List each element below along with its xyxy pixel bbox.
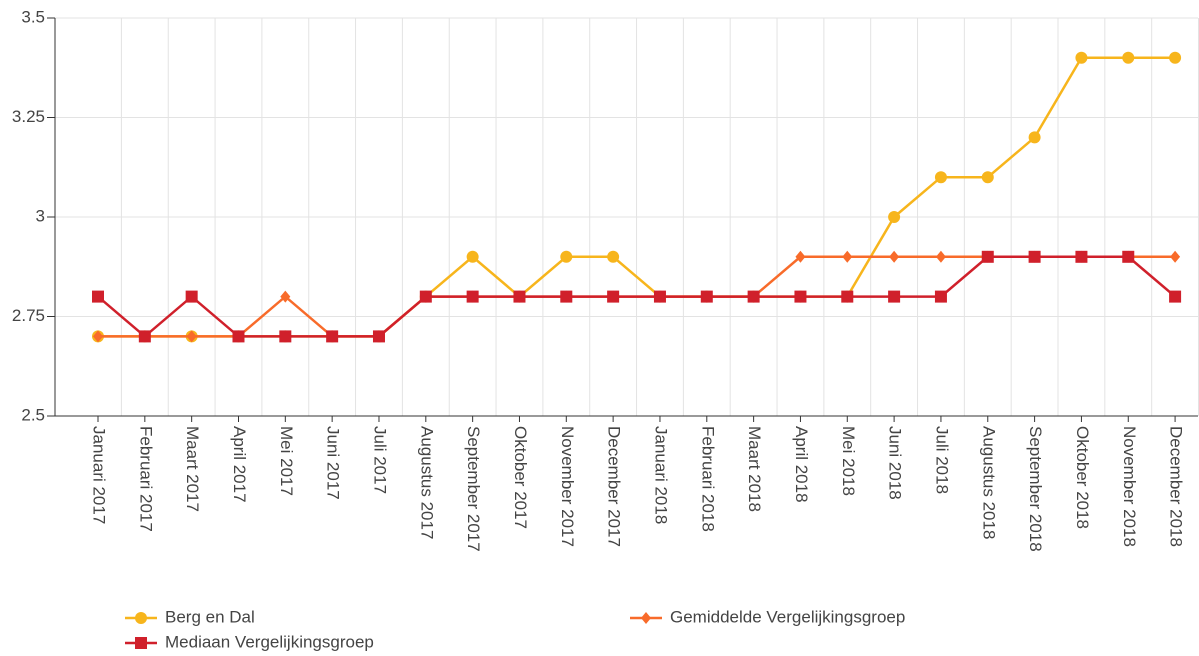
- x-tick-label: Oktober 2018: [1073, 426, 1092, 529]
- point: [1075, 250, 1088, 263]
- x-tick-label: December 2017: [605, 426, 624, 547]
- y-tick-label: 2.75: [12, 306, 45, 325]
- point: [466, 290, 479, 303]
- x-tick-label: April 2018: [792, 426, 811, 503]
- x-tick-label: Juli 2018: [932, 426, 951, 494]
- point: [560, 290, 573, 303]
- point: [888, 211, 901, 223]
- point: [326, 330, 339, 343]
- x-tick-label: Juli 2017: [370, 426, 389, 494]
- point: [747, 290, 760, 303]
- point: [186, 330, 197, 343]
- point: [1028, 131, 1041, 144]
- x-tick-label: Februari 2018: [698, 426, 717, 532]
- point: [1169, 290, 1182, 303]
- point: [981, 250, 994, 263]
- point: [653, 290, 666, 303]
- point: [889, 250, 900, 263]
- point: [841, 290, 854, 303]
- point: [135, 637, 147, 649]
- point: [641, 612, 651, 624]
- x-tick-label: Maart 2018: [745, 426, 764, 512]
- x-tick-label: Februari 2017: [136, 426, 155, 532]
- series-line: [97, 255, 1176, 339]
- point: [981, 171, 994, 184]
- point: [1075, 51, 1088, 64]
- point: [795, 250, 806, 263]
- point: [934, 290, 947, 303]
- x-tick-label: Januari 2018: [651, 426, 670, 524]
- point: [466, 250, 479, 263]
- x-tick-label: Mei 2018: [839, 426, 858, 496]
- point: [92, 290, 104, 303]
- point: [560, 250, 573, 263]
- x-tick-label: November 2018: [1120, 426, 1139, 547]
- y-tick-label: 3: [36, 206, 45, 225]
- point: [279, 330, 292, 343]
- x-tick-label: April 2017: [230, 426, 249, 503]
- point: [232, 330, 245, 343]
- x-tick-label: Juni 2017: [324, 426, 343, 500]
- point: [842, 250, 853, 263]
- x-tick-label: November 2017: [558, 426, 577, 547]
- point: [934, 171, 947, 184]
- y-tick-label: 3.5: [21, 7, 45, 26]
- point: [513, 290, 526, 303]
- legend-label: Mediaan Vergelijkingsgroep: [165, 632, 374, 651]
- point: [372, 330, 385, 343]
- point: [1028, 250, 1041, 263]
- x-tick-label: Mei 2017: [277, 426, 296, 496]
- point: [1122, 250, 1135, 263]
- point: [700, 290, 713, 303]
- x-tick-label: Augustus 2017: [417, 426, 436, 539]
- x-tick-label: December 2018: [1167, 426, 1186, 547]
- point: [419, 290, 432, 303]
- point: [1122, 51, 1135, 64]
- x-tick-label: September 2017: [464, 426, 483, 552]
- point: [607, 290, 620, 303]
- series: [92, 250, 1182, 343]
- point: [1169, 51, 1182, 64]
- y-tick-label: 3.25: [12, 107, 45, 126]
- point: [185, 290, 198, 303]
- point: [607, 250, 620, 263]
- x-tick-label: Oktober 2017: [511, 426, 530, 529]
- point: [794, 290, 807, 303]
- point: [93, 330, 103, 343]
- y-tick-label: 2.5: [21, 405, 45, 424]
- point: [888, 290, 901, 303]
- point: [935, 250, 946, 263]
- legend-label: Gemiddelde Vergelijkingsgroep: [670, 607, 905, 626]
- x-tick-label: September 2018: [1026, 426, 1045, 552]
- point: [280, 290, 291, 303]
- point: [1170, 250, 1181, 263]
- point: [138, 330, 151, 343]
- x-tick-label: Maart 2017: [183, 426, 202, 512]
- point: [135, 612, 147, 624]
- x-tick-label: Januari 2017: [90, 426, 109, 524]
- x-tick-label: Augustus 2018: [979, 426, 998, 539]
- x-tick-label: Juni 2018: [886, 426, 905, 500]
- legend-label: Berg en Dal: [165, 607, 255, 626]
